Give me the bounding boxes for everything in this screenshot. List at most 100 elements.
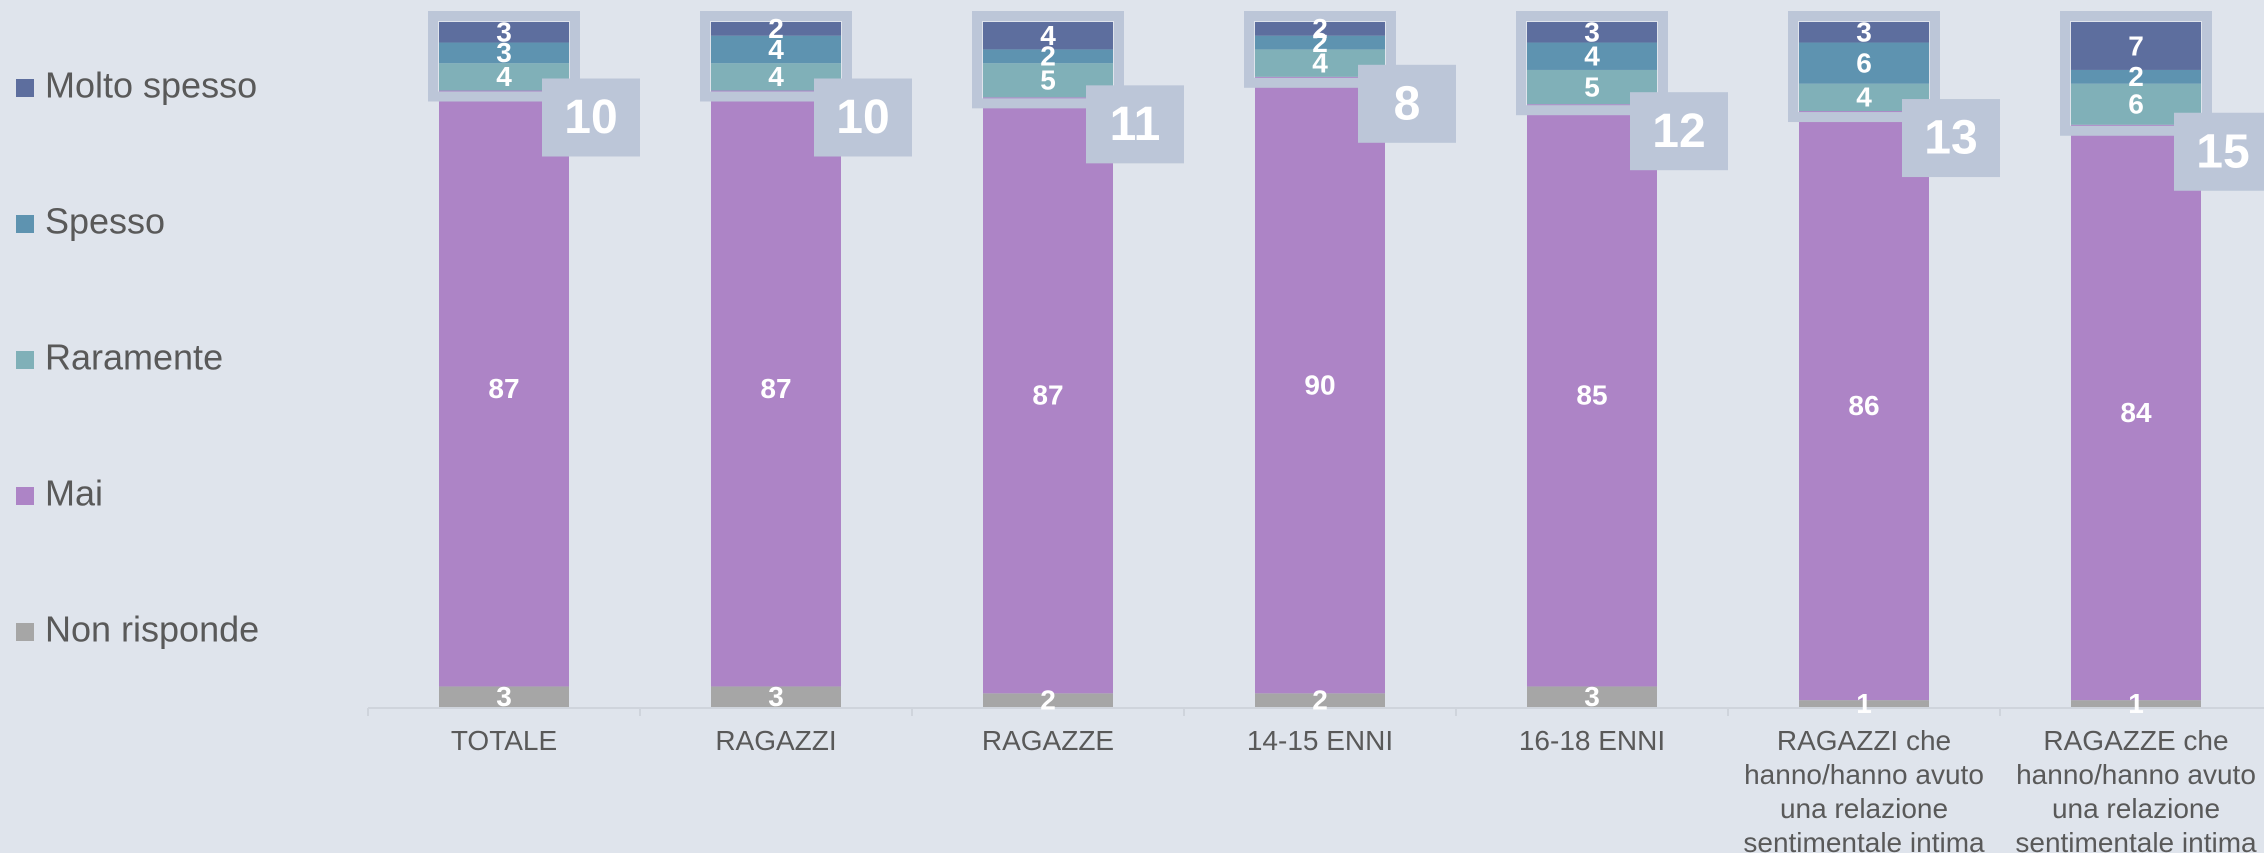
top-frame (1244, 11, 1396, 88)
data-label: 2 (2128, 61, 2144, 92)
bar-segment (1527, 686, 1657, 707)
data-label: 4 (768, 61, 784, 92)
legend-label: Spesso (45, 201, 165, 242)
legend-label: Non risponde (45, 609, 259, 650)
total-box (2174, 112, 2264, 191)
bar-segment (2071, 69, 2201, 84)
legend-swatch (16, 215, 34, 233)
data-label: 6 (2128, 89, 2144, 120)
bar-segment (711, 35, 841, 64)
bar-segment (1527, 22, 1657, 43)
top-frame (1788, 11, 1940, 123)
x-tick-label: RAGAZZI (715, 725, 837, 756)
data-label: 3 (496, 17, 512, 48)
total-label: 8 (1394, 77, 1421, 130)
data-label: 6 (1856, 47, 1872, 78)
bar-segment (711, 686, 841, 707)
bar-segment (2071, 700, 2201, 707)
data-label: 4 (768, 34, 784, 65)
x-tick-label: 16-18 ENNI (1518, 725, 1666, 756)
total-label: 11 (1110, 98, 1161, 151)
top-frame (700, 11, 852, 102)
legend-swatch (16, 623, 34, 641)
total-label: 10 (836, 91, 889, 144)
legend-swatch (16, 351, 34, 369)
total-box (1086, 85, 1184, 164)
bar-segment (439, 22, 569, 43)
top-frame (1516, 11, 1668, 116)
bar-segment (1799, 42, 1929, 84)
top-frame (2060, 11, 2212, 136)
legend-swatch (16, 487, 34, 505)
data-label: 4 (1584, 41, 1600, 72)
total-label: 12 (1652, 105, 1705, 158)
total-label: 10 (564, 91, 617, 144)
legend-label: Molto spesso (45, 65, 257, 106)
x-tick-label: TOTALE (450, 725, 558, 756)
total-label: 15 (2196, 125, 2249, 178)
top-frame (428, 11, 580, 102)
data-label: 2 (1040, 685, 1056, 716)
data-label: 2 (1312, 27, 1328, 58)
x-tick-label: 14-15 ENNI (1246, 725, 1394, 756)
data-label: 87 (1032, 380, 1063, 411)
data-label: 3 (496, 681, 512, 712)
legend-label: Raramente (45, 337, 223, 378)
data-label: 5 (1584, 71, 1600, 102)
data-label: 2 (768, 13, 784, 44)
bar-segment (1799, 22, 1929, 43)
x-tick-label: RAGAZZE (981, 725, 1115, 756)
bar-segment (1799, 111, 1929, 701)
bar-segment (1255, 76, 1385, 694)
bar-segment (439, 686, 569, 707)
x-tick-label: RAGAZZE che hanno/hanno avuto una relazi… (2015, 725, 2257, 853)
data-label: 3 (1584, 17, 1600, 48)
bar-segment (2071, 22, 2201, 70)
bar-segment (2071, 124, 2201, 701)
data-label: 7 (2128, 30, 2144, 61)
total-box (814, 78, 912, 157)
data-label: 85 (1576, 380, 1607, 411)
bar-segment (1527, 42, 1657, 70)
bar-segment (983, 693, 1113, 707)
data-label: 87 (488, 373, 519, 404)
total-box (1902, 99, 2000, 178)
data-label: 87 (760, 373, 791, 404)
bar-segment (1799, 700, 1929, 707)
data-label: 1 (2128, 688, 2144, 719)
data-label: 5 (1040, 65, 1056, 96)
x-tick-label: RAGAZZI che hanno/hanno avuto una relazi… (1743, 725, 1985, 853)
data-label: 3 (496, 37, 512, 68)
legend-label: Mai (45, 473, 103, 514)
total-label: 13 (1924, 112, 1977, 165)
data-label: 4 (496, 61, 512, 92)
data-label: 84 (2120, 397, 2152, 428)
bar-segment (983, 22, 1113, 50)
data-label: 2 (1040, 41, 1056, 72)
bar-segment (1255, 22, 1385, 36)
legend-swatch (16, 79, 34, 97)
top-frame (972, 11, 1124, 109)
total-box (542, 78, 640, 157)
bar-segment (1255, 693, 1385, 707)
bar-segment (711, 90, 841, 687)
bar-segment (983, 49, 1113, 64)
data-label: 1 (1856, 688, 1872, 719)
bar-segment (439, 42, 569, 64)
data-label: 3 (1584, 681, 1600, 712)
total-box (1630, 92, 1728, 171)
data-label: 4 (1856, 82, 1872, 113)
data-label: 3 (768, 681, 784, 712)
data-label: 4 (1312, 47, 1328, 78)
data-label: 4 (1040, 20, 1056, 51)
data-label: 3 (1856, 17, 1872, 48)
data-label: 90 (1304, 369, 1335, 400)
data-label: 2 (1312, 685, 1328, 716)
bar-segment (711, 22, 841, 36)
data-label: 86 (1848, 390, 1879, 421)
bar-segment (983, 97, 1113, 694)
bar-segment (439, 90, 569, 687)
data-label: 2 (1312, 13, 1328, 44)
